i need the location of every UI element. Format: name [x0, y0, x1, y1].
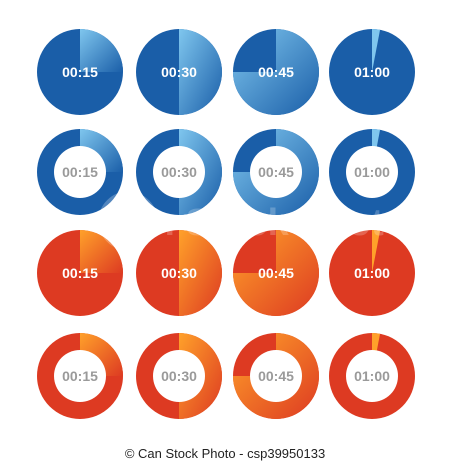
- footer-credit: © Can Stock Photo - csp39950133: [124, 446, 326, 461]
- timer-blue-ring-1: 00:15: [37, 129, 123, 215]
- timer-red-solid-4: 01:00: [329, 230, 415, 316]
- timer-red-ring-3: 00:45: [233, 333, 319, 419]
- ring-center: [346, 146, 398, 198]
- timer-blue-solid-2: 00:30: [136, 29, 222, 115]
- timer-grid: 00:15 00:30 00:45 01:00 00:15 00:30 00:45 01:00…: [37, 29, 415, 419]
- ring-center: [153, 350, 205, 402]
- timer-blue-solid-3: 00:45: [233, 29, 319, 115]
- timer-label: 00:30: [161, 64, 197, 80]
- timer-red-ring-1: 00:15: [37, 333, 123, 419]
- watermark: Can Stock Photo: [98, 191, 407, 251]
- camera-icon: [98, 191, 158, 251]
- timer-red-ring-2: 00:30: [136, 333, 222, 419]
- timer-label: 01:00: [354, 368, 390, 384]
- timer-label: 01:00: [354, 64, 390, 80]
- timer-label: 01:00: [354, 164, 390, 180]
- ring-center: [250, 350, 302, 402]
- progress-sector: [179, 29, 222, 115]
- ring-center: [153, 146, 205, 198]
- timer-label: 00:15: [62, 265, 98, 281]
- timer-label: 00:15: [62, 64, 98, 80]
- timer-red-ring-4: 01:00: [329, 333, 415, 419]
- timer-label: 01:00: [354, 265, 390, 281]
- timer-label: 00:15: [62, 164, 98, 180]
- ring-center: [250, 146, 302, 198]
- timer-label: 00:45: [258, 265, 294, 281]
- timer-label: 00:45: [258, 64, 294, 80]
- timer-red-solid-3: 00:45: [233, 230, 319, 316]
- watermark-text: Can Stock Photo: [103, 202, 407, 244]
- timer-label: 00:15: [62, 368, 98, 384]
- ring-center: [54, 146, 106, 198]
- timer-label: 00:45: [258, 368, 294, 384]
- timer-label: 00:30: [161, 164, 197, 180]
- progress-sector: [80, 230, 123, 273]
- timer-label: 00:30: [161, 368, 197, 384]
- timer-blue-ring-4: 01:00: [329, 129, 415, 215]
- timer-red-solid-1: 00:15: [37, 230, 123, 316]
- progress-sector: [372, 29, 381, 72]
- timer-circles: 00:15 00:30 00:45 01:00 00:15 00:30 00:45 01:00…: [37, 29, 415, 419]
- timer-blue-ring-2: 00:30: [136, 129, 222, 215]
- timer-blue-ring-3: 00:45: [233, 129, 319, 215]
- timer-label: 00:45: [258, 164, 294, 180]
- progress-sector: [179, 230, 222, 316]
- progress-sector: [80, 29, 123, 72]
- timer-label: 00:30: [161, 265, 197, 281]
- progress-sector: [372, 230, 381, 273]
- timer-blue-solid-4: 01:00: [329, 29, 415, 115]
- timer-blue-solid-1: 00:15: [37, 29, 123, 115]
- ring-center: [346, 350, 398, 402]
- timer-red-solid-2: 00:30: [136, 230, 222, 316]
- ring-center: [54, 350, 106, 402]
- progress-sector: [233, 29, 319, 115]
- progress-sector: [233, 230, 319, 316]
